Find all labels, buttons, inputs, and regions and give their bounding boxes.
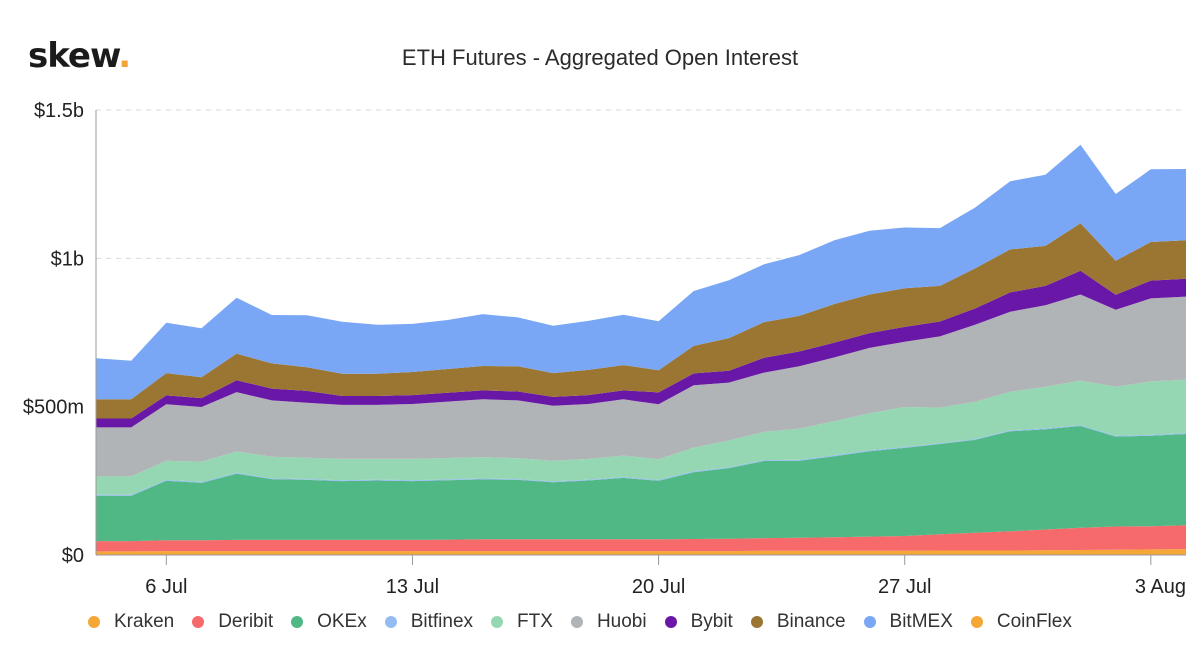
area-deribit xyxy=(96,525,1186,552)
skew-logo: skew. xyxy=(28,36,131,76)
area-huobi xyxy=(96,294,1186,477)
legend-item-bitmex[interactable]: BitMEX xyxy=(863,611,953,633)
legend-item-coinflex[interactable]: CoinFlex xyxy=(970,611,1072,633)
legend-label: FTX xyxy=(517,611,553,632)
area-ftx xyxy=(96,379,1186,495)
x-tick-label: 3 Aug xyxy=(1135,576,1186,598)
area-binance xyxy=(96,223,1186,419)
area-kraken xyxy=(96,549,1186,555)
legend-label: OKEx xyxy=(317,611,367,632)
legend-item-bybit[interactable]: Bybit xyxy=(664,611,733,633)
legend-dot-icon xyxy=(664,616,677,628)
x-tick-label: 27 Jul xyxy=(878,576,931,598)
legend-label: CoinFlex xyxy=(996,611,1072,632)
x-tick-label: 13 Jul xyxy=(386,576,439,598)
legend-dot-icon xyxy=(570,616,583,628)
legend-item-bitfinex[interactable]: Bitfinex xyxy=(384,611,474,633)
legend-item-kraken[interactable]: Kraken xyxy=(88,611,174,633)
chart-legend: Kraken Deribit OKEx Bitfinex FTX Huobi Bybit Bi… xyxy=(88,611,1090,633)
legend-dot-icon xyxy=(491,616,504,628)
legend-item-huobi[interactable]: Huobi xyxy=(570,611,647,633)
area-okex xyxy=(96,426,1186,542)
area-bitmex xyxy=(96,144,1186,400)
legend-dot-icon xyxy=(384,616,397,628)
area-layer xyxy=(96,144,1186,555)
legend-dot-icon xyxy=(970,616,983,628)
legend-dot-icon xyxy=(750,616,763,628)
legend-item-okex[interactable]: OKEx xyxy=(291,611,367,633)
y-tick-label: $1.5b xyxy=(34,100,84,122)
legend-label: Bitfinex xyxy=(410,611,474,632)
legend-dot-icon xyxy=(88,616,100,628)
y-tick-label: $0 xyxy=(62,545,84,567)
x-tick-label: 6 Jul xyxy=(145,576,187,598)
legend-label: Kraken xyxy=(114,611,175,632)
legend-item-ftx[interactable]: FTX xyxy=(491,611,553,633)
legend-dot-icon xyxy=(863,616,876,628)
legend-label: BitMEX xyxy=(889,611,953,632)
legend-label: Binance xyxy=(776,611,846,632)
legend-label: Bybit xyxy=(690,611,733,632)
axis-layer: $0 $500m $1b $1.5b 6 Jul 13 Jul 20 Jul 27 Jul 3 … xyxy=(23,100,1186,598)
y-tick-label: $500m xyxy=(23,397,84,419)
x-tick-label: 20 Jul xyxy=(632,576,685,598)
legend-dot-icon xyxy=(192,616,205,628)
y-tick-label: $1b xyxy=(51,248,84,270)
legend-label: Huobi xyxy=(596,611,647,632)
area-bybit xyxy=(96,270,1186,428)
legend-dot-icon xyxy=(291,616,304,628)
legend-item-deribit[interactable]: Deribit xyxy=(192,611,273,633)
chart-title: ETH Futures - Aggregated Open Interest xyxy=(401,45,799,70)
legend-label: Deribit xyxy=(218,611,274,632)
legend-item-binance[interactable]: Binance xyxy=(750,611,846,633)
